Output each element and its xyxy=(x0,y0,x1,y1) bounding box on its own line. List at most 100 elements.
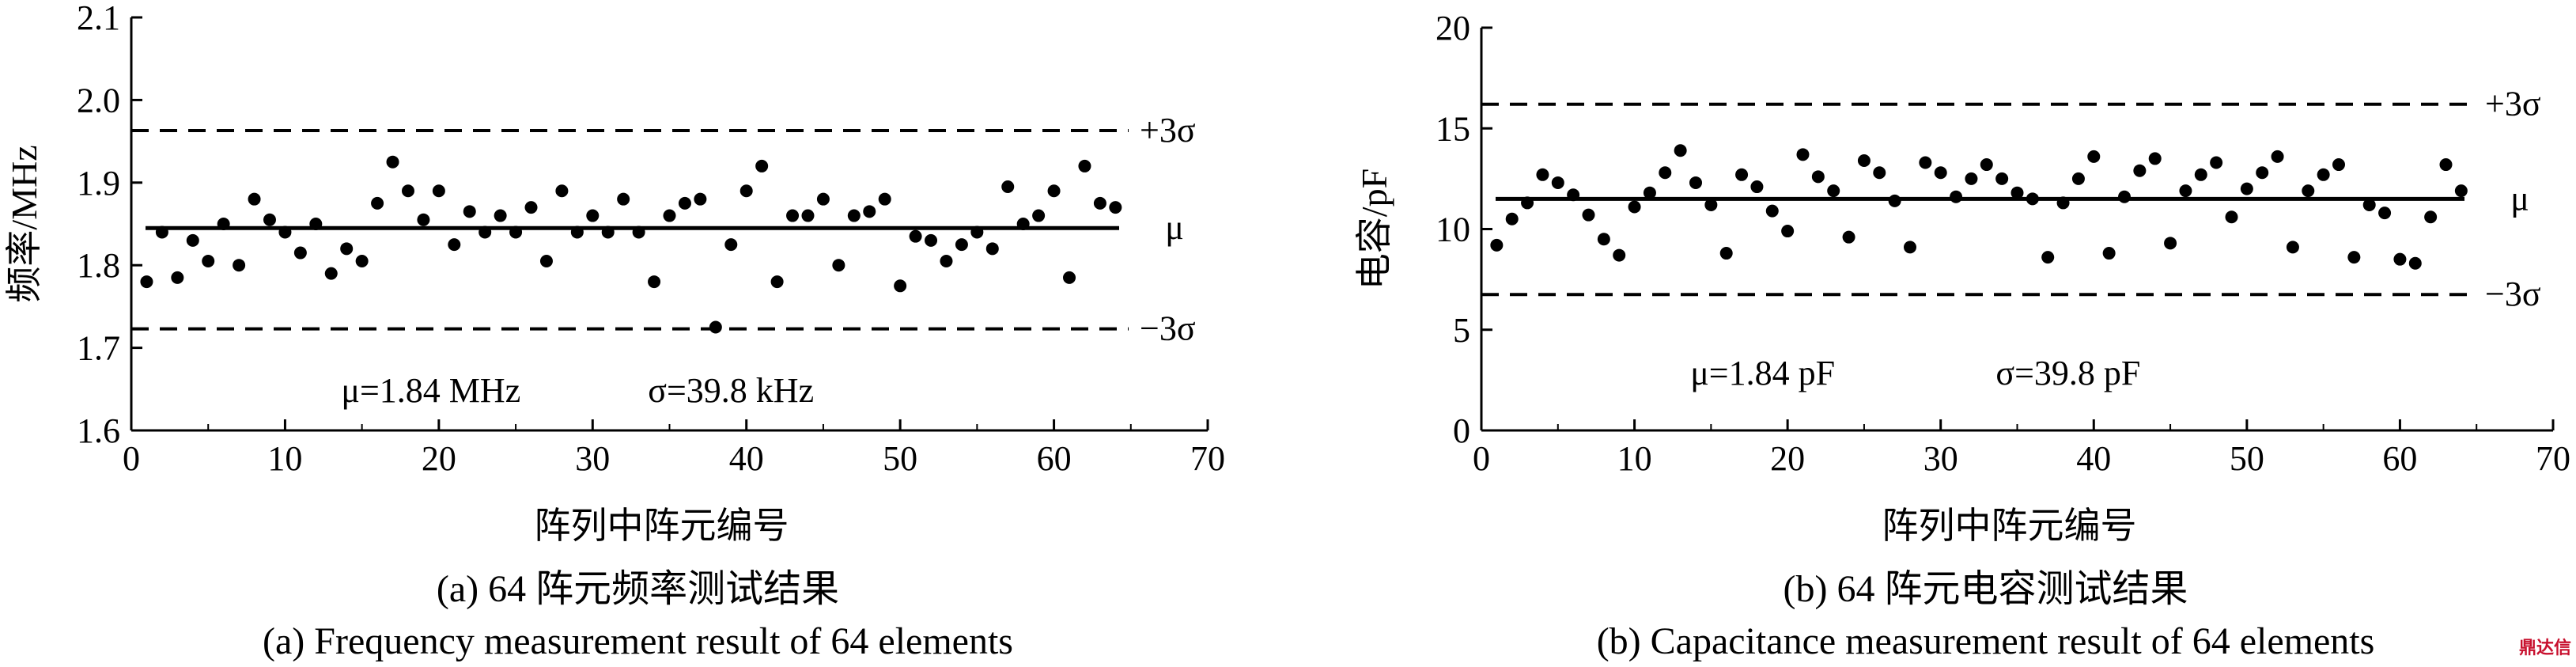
data-point xyxy=(663,209,676,222)
data-point xyxy=(1613,248,1626,262)
data-point xyxy=(202,254,215,267)
data-point xyxy=(570,225,584,239)
data-point xyxy=(171,271,184,284)
data-point xyxy=(386,155,399,169)
x-tick-label: 30 xyxy=(1923,439,1958,478)
data-point xyxy=(186,233,199,247)
data-point xyxy=(878,192,891,206)
data-point xyxy=(2286,241,2299,254)
data-point xyxy=(2102,247,2116,260)
data-point xyxy=(1904,241,1916,254)
data-point xyxy=(217,218,230,230)
data-point xyxy=(509,225,523,239)
data-point xyxy=(586,209,600,222)
data-point xyxy=(1950,190,1963,203)
data-point xyxy=(371,196,384,210)
y-tick-label: 1.7 xyxy=(77,329,120,368)
data-point xyxy=(1750,180,1764,194)
data-point xyxy=(448,238,461,252)
data-point xyxy=(1628,200,1641,214)
data-point xyxy=(2210,156,2223,169)
data-point xyxy=(1873,166,1886,180)
data-point xyxy=(140,275,153,289)
data-point xyxy=(601,225,615,239)
y-tick-label: 0 xyxy=(1453,411,1470,450)
x-tick-label: 0 xyxy=(1473,439,1490,478)
data-point xyxy=(1521,196,1534,210)
lower-3sigma-label: −3σ xyxy=(2485,275,2541,313)
data-point xyxy=(1888,194,1901,207)
data-point xyxy=(2010,186,2024,199)
y-tick-label: 1.9 xyxy=(77,164,120,203)
data-point xyxy=(309,218,323,230)
data-point xyxy=(1643,186,1656,199)
y-tick-label: 1.6 xyxy=(77,411,120,450)
data-point xyxy=(2041,251,2055,264)
data-point xyxy=(985,242,999,256)
data-point xyxy=(248,192,261,206)
data-point xyxy=(1047,184,1061,198)
data-point xyxy=(417,213,430,226)
data-point xyxy=(2118,190,2131,203)
x-tick-label: 10 xyxy=(267,439,302,478)
data-point xyxy=(2439,158,2453,172)
data-point xyxy=(1674,144,1687,157)
data-point xyxy=(1735,168,1749,181)
data-point xyxy=(1995,172,2009,185)
upper-3sigma-label: +3σ xyxy=(1140,111,1196,150)
caption-english: (b) Capacitance measurement result of 64… xyxy=(1597,620,2375,662)
data-point xyxy=(2317,168,2330,181)
data-point xyxy=(1765,204,1779,218)
x-tick-label: 50 xyxy=(883,439,917,478)
upper-3sigma-label: +3σ xyxy=(2485,85,2541,123)
x-tick-label: 60 xyxy=(2382,439,2417,478)
data-point xyxy=(801,209,815,222)
data-point xyxy=(1078,159,1091,172)
x-tick-label: 30 xyxy=(575,439,610,478)
data-point xyxy=(1689,176,1702,189)
data-point xyxy=(432,184,445,198)
data-point xyxy=(2133,164,2147,177)
data-point xyxy=(648,275,661,289)
data-point xyxy=(863,205,876,218)
data-point xyxy=(694,192,707,206)
data-point xyxy=(263,213,276,226)
data-point xyxy=(340,242,354,256)
x-tick-label: 40 xyxy=(729,439,764,478)
data-point xyxy=(894,279,907,293)
x-tick-label: 70 xyxy=(1190,439,1225,478)
data-point xyxy=(2026,192,2039,206)
x-tick-label: 20 xyxy=(422,439,456,478)
mean-label: μ xyxy=(2510,179,2529,218)
data-point xyxy=(2071,172,2085,185)
x-tick-label: 40 xyxy=(2076,439,2111,478)
data-point xyxy=(909,229,922,243)
data-point xyxy=(724,238,738,252)
data-point xyxy=(1827,184,1840,198)
data-point xyxy=(832,259,845,272)
data-point xyxy=(278,225,292,239)
stat-sigma-annotation: σ=39.8 pF xyxy=(1995,354,2140,392)
data-point xyxy=(1919,156,1932,169)
stat-mu-annotation: μ=1.84 pF xyxy=(1690,354,1835,392)
panel-a-frequency-chart: 0 10 20 30 40 50 60 70 1.6 1.7 1.8 1.9 2.0 2.1 +3σ μ −3σ… xyxy=(4,0,1225,662)
data-point xyxy=(524,201,538,214)
data-point xyxy=(709,320,722,334)
data-point xyxy=(2454,184,2468,198)
data-point xyxy=(847,209,861,222)
data-point xyxy=(2087,150,2101,163)
data-point xyxy=(2408,256,2422,270)
data-point xyxy=(2393,252,2407,266)
data-point xyxy=(2347,251,2361,264)
data-point xyxy=(324,267,338,280)
data-point xyxy=(463,205,476,218)
data-point xyxy=(155,225,168,239)
data-point xyxy=(940,254,953,267)
x-tick-label: 10 xyxy=(1617,439,1652,478)
stat-sigma-annotation: σ=39.8 kHz xyxy=(648,371,814,410)
data-point xyxy=(233,259,246,272)
x-tick-label: 60 xyxy=(1037,439,1072,478)
data-point xyxy=(617,192,630,206)
data-point xyxy=(479,225,492,239)
y-tick-label: 15 xyxy=(1436,109,1470,148)
